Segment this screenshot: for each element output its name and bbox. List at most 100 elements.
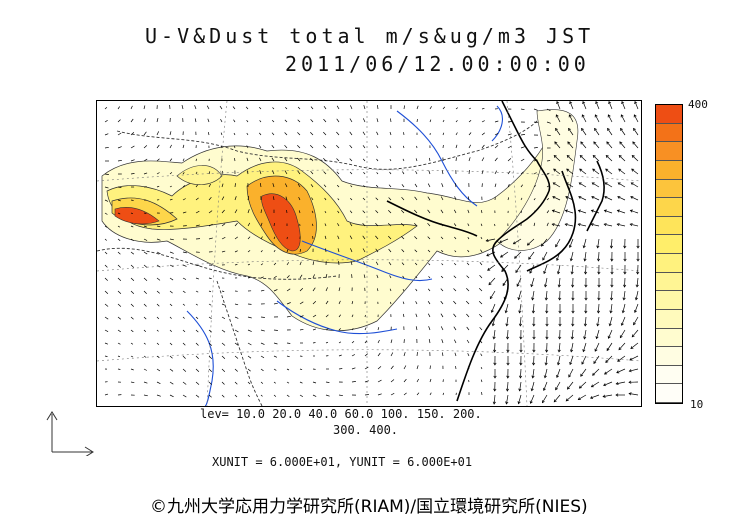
wind-arrow xyxy=(455,144,458,149)
wind-arrow xyxy=(310,119,314,123)
wind-arrow xyxy=(532,303,535,314)
wind-arrow xyxy=(388,261,392,266)
wind-arrow xyxy=(401,209,405,214)
wind-arrow xyxy=(403,132,405,136)
wind-arrow xyxy=(569,355,574,365)
color-scale-segment xyxy=(656,179,682,199)
wind-arrow xyxy=(593,141,600,149)
wind-arrow xyxy=(442,119,445,123)
wind-arrow xyxy=(117,355,121,358)
wind-arrow xyxy=(195,197,199,201)
wind-arrow xyxy=(299,394,303,397)
wind-arrow xyxy=(273,342,278,345)
wind-arrow xyxy=(299,381,303,384)
wind-arrow-head xyxy=(634,309,638,314)
wind-arrow xyxy=(273,381,276,384)
wind-arrow xyxy=(130,368,134,371)
wind-arrow-head xyxy=(620,127,623,131)
wind-arrow xyxy=(440,196,444,201)
wind-arrow xyxy=(580,141,587,149)
wind-arrow-head xyxy=(594,114,598,118)
wind-arrow xyxy=(501,264,509,272)
wind-arrow xyxy=(286,342,291,344)
wind-arrow-head xyxy=(634,101,638,105)
wind-arrow xyxy=(620,114,626,123)
wind-arrow xyxy=(453,313,457,318)
wind-arrow xyxy=(312,342,316,344)
wind-arrow xyxy=(427,183,431,188)
wind-arrow-head xyxy=(636,271,640,275)
wind-arrow xyxy=(182,316,185,319)
wind-arrow xyxy=(130,145,135,149)
wind-arrow xyxy=(234,196,237,201)
wind-arrow xyxy=(130,264,135,268)
wind-arrow-head xyxy=(555,114,559,118)
wind-arrow xyxy=(414,249,418,253)
wind-arrow xyxy=(349,222,353,227)
wind-arrow xyxy=(169,342,173,346)
wind-arrow xyxy=(234,381,238,385)
wind-arrow-head xyxy=(556,257,560,262)
map-canvas xyxy=(97,101,641,406)
wind-arrow xyxy=(533,355,535,366)
wind-arrow xyxy=(336,158,340,162)
wind-arrow xyxy=(403,105,405,110)
wind-arrow xyxy=(591,223,600,227)
wind-arrow xyxy=(299,328,304,331)
wind-arrow xyxy=(169,144,172,149)
wind-arrow xyxy=(468,157,471,162)
wind-arrow-head xyxy=(610,284,614,288)
wind-arrow xyxy=(401,249,405,253)
wind-arrow-head xyxy=(594,127,597,131)
wind-arrow-head xyxy=(636,245,640,249)
wind-arrow xyxy=(416,365,419,370)
wind-arrow xyxy=(169,185,172,188)
wind-arrow xyxy=(553,168,561,175)
wind-arrow xyxy=(194,105,197,110)
wind-arrow xyxy=(402,158,405,162)
wind-arrow xyxy=(234,264,238,266)
wind-arrow xyxy=(169,368,174,372)
wind-arrow-head xyxy=(557,284,561,288)
wind-arrow-head xyxy=(621,310,625,314)
wind-arrow xyxy=(507,158,512,162)
wind-arrow xyxy=(182,264,187,267)
wind-arrow-head xyxy=(581,114,585,118)
wind-arrow xyxy=(455,120,458,123)
wind-arrow-head xyxy=(632,141,636,145)
wind-arrow xyxy=(376,158,379,162)
wind-arrow-head xyxy=(555,387,558,391)
wind-arrow xyxy=(247,329,252,332)
wind-arrow-head xyxy=(568,244,572,249)
wind-arrow xyxy=(273,236,276,240)
wind-arrow-head xyxy=(526,242,530,246)
wind-arrow xyxy=(558,342,561,352)
wind-arrow-head xyxy=(584,310,588,314)
wind-arrow xyxy=(104,106,108,110)
wind-arrow xyxy=(507,197,510,201)
wind-arrow xyxy=(325,248,327,253)
wind-arrow xyxy=(633,316,639,325)
wind-arrow xyxy=(104,303,109,307)
wind-arrow xyxy=(130,199,134,201)
wind-arrow xyxy=(130,225,134,228)
wind-arrow xyxy=(208,290,212,293)
wind-arrow xyxy=(479,340,483,344)
wind-arrow xyxy=(494,223,496,227)
wind-arrow xyxy=(104,173,109,175)
wind-arrow xyxy=(453,326,457,331)
wind-arrow xyxy=(390,352,394,357)
wind-arrow xyxy=(582,101,587,110)
wind-arrow-head xyxy=(492,336,496,340)
wind-arrow xyxy=(325,274,328,279)
wind-arrow xyxy=(117,212,121,215)
wind-arrow xyxy=(221,183,224,188)
wind-arrow-head xyxy=(596,323,600,327)
wind-arrow xyxy=(605,155,613,162)
wind-arrow xyxy=(143,225,147,228)
wind-arrow-head xyxy=(591,195,595,199)
wind-arrow xyxy=(259,132,262,136)
wind-arrow xyxy=(156,144,160,149)
wind-arrow xyxy=(416,119,418,123)
wind-arrow xyxy=(389,131,392,136)
